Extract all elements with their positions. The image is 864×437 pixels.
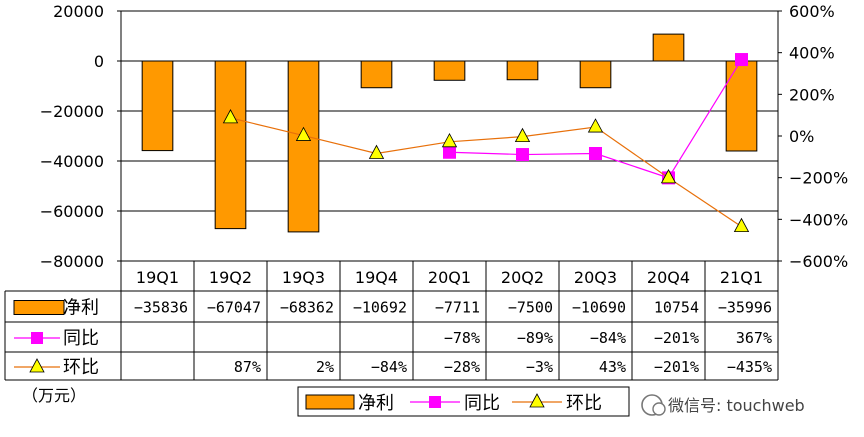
row-header-net-profit: 净利 bbox=[63, 298, 99, 319]
table-cell-net-profit-19q2: −67047 bbox=[207, 299, 261, 317]
bar-19q1 bbox=[141, 60, 174, 152]
table-cell-qoq-20q2: −3% bbox=[526, 358, 553, 376]
bar-series bbox=[141, 33, 758, 233]
table-cell-qoq-19q4: −84% bbox=[371, 358, 407, 376]
left-tick-label-0: 0 bbox=[94, 52, 104, 71]
yoy-point-20q1 bbox=[443, 145, 456, 159]
row-header-yoy: 同比 bbox=[63, 328, 99, 349]
bar-19q3 bbox=[287, 60, 320, 233]
right-tick-label--200: −200% bbox=[789, 169, 848, 188]
table-cell-yoy-20q4: −201% bbox=[654, 329, 699, 347]
x-tick-label-19q2: 19Q2 bbox=[209, 268, 252, 287]
qoq-point-20q4 bbox=[660, 169, 677, 184]
chart-legend: 净利 同比 环比 bbox=[297, 386, 630, 417]
left-axis-tick-labels: 20000 0 −20000 −40000 −60000 −80000 bbox=[40, 2, 121, 271]
bar-20q2 bbox=[506, 60, 539, 81]
bar-21q1 bbox=[725, 60, 758, 152]
legend-label-yoy: 同比 bbox=[464, 393, 500, 414]
x-tick-label-20q2: 20Q2 bbox=[501, 268, 544, 287]
legend-marker-qoq bbox=[529, 393, 545, 408]
right-tick-label-0: 0% bbox=[789, 127, 814, 146]
right-tick-label-600: 600% bbox=[789, 2, 835, 21]
qoq-point-19q3 bbox=[295, 126, 312, 141]
table-cell-qoq-21q1: −435% bbox=[727, 358, 772, 376]
yoy-point-21q1 bbox=[735, 53, 748, 67]
table-cell-qoq-19q2: 87% bbox=[234, 358, 261, 376]
yoy-point-20q3 bbox=[589, 147, 602, 160]
table-cell-qoq-20q4: −201% bbox=[654, 358, 699, 376]
qoq-point-20q1 bbox=[441, 132, 458, 148]
row-key-net-profit bbox=[13, 300, 65, 315]
x-tick-label-20q3: 20Q3 bbox=[574, 268, 617, 287]
left-tick-label-20000: 20000 bbox=[53, 2, 104, 21]
right-tick-label-200: 200% bbox=[789, 85, 835, 104]
bar-20q1 bbox=[433, 60, 466, 81]
legend-key-net-profit bbox=[305, 394, 355, 410]
table-cell-net-profit-19q1: −35836 bbox=[134, 299, 188, 317]
table-cell-net-profit-20q4: 10754 bbox=[654, 299, 699, 317]
watermark-text: 微信号: touchweb bbox=[668, 396, 805, 415]
right-tick-label--600: −600% bbox=[789, 252, 848, 271]
table-cell-qoq-20q1: −28% bbox=[444, 358, 480, 376]
watermark: 微信号: touchweb bbox=[641, 394, 805, 416]
bar-19q4 bbox=[360, 60, 393, 89]
bar-20q3 bbox=[579, 60, 612, 89]
qoq-point-19q4 bbox=[368, 144, 385, 159]
right-tick-label-400: 400% bbox=[789, 44, 835, 63]
row-key-marker-yoy bbox=[31, 332, 43, 344]
x-tick-label-19q3: 19Q3 bbox=[282, 268, 325, 287]
qoq-line bbox=[230, 117, 742, 228]
data-table: 19Q1 19Q2 19Q3 19Q4 20Q1 20Q2 20Q3 20Q4 21Q1 净利 −3… bbox=[4, 260, 779, 381]
table-cell-qoq-20q3: 43% bbox=[599, 358, 626, 376]
right-axis-tick-labels: 600% 400% 200% 0% −200% −400% −600% bbox=[778, 2, 848, 271]
row-key-marker-qoq bbox=[29, 358, 45, 373]
bar-20q4 bbox=[652, 33, 685, 62]
table-cell-yoy-20q1: −78% bbox=[444, 329, 480, 347]
bar-19q2 bbox=[214, 60, 247, 230]
qoq-point-19q2 bbox=[222, 109, 239, 124]
table-cell-yoy-20q2: −89% bbox=[517, 329, 553, 347]
left-tick-label--60000: −60000 bbox=[40, 202, 104, 221]
table-cell-net-profit-20q1: −7711 bbox=[435, 299, 480, 317]
qoq-point-20q3 bbox=[587, 118, 604, 133]
legend-label-net-profit: 净利 bbox=[358, 393, 394, 414]
table-cell-net-profit-19q4: −10692 bbox=[353, 299, 407, 317]
legend-label-qoq: 环比 bbox=[566, 393, 602, 414]
line-series bbox=[222, 53, 750, 233]
x-tick-label-20q1: 20Q1 bbox=[428, 268, 471, 287]
table-cell-net-profit-20q2: −7500 bbox=[508, 299, 553, 317]
left-tick-label--80000: −80000 bbox=[40, 252, 104, 271]
table-cell-net-profit-19q3: −68362 bbox=[280, 299, 334, 317]
table-cell-net-profit-21q1: −35996 bbox=[718, 299, 772, 317]
right-tick-label--400: −400% bbox=[789, 210, 848, 229]
row-header-qoq: 环比 bbox=[63, 357, 99, 378]
legend-marker-yoy bbox=[429, 396, 441, 408]
wechat-logo-icon-inner bbox=[652, 402, 666, 416]
table-cell-net-profit-20q3: −10690 bbox=[572, 299, 626, 317]
x-tick-label-19q1: 19Q1 bbox=[136, 268, 179, 287]
qoq-point-20q2 bbox=[514, 127, 531, 143]
table-cell-qoq-19q3: 2% bbox=[316, 358, 334, 376]
x-tick-label-20q4: 20Q4 bbox=[647, 268, 690, 287]
left-tick-label--20000: −20000 bbox=[40, 102, 104, 121]
unit-label: （万元） bbox=[22, 386, 86, 405]
x-tick-label-19q4: 19Q4 bbox=[355, 268, 398, 287]
x-tick-label-21q1: 21Q1 bbox=[720, 268, 763, 287]
table-cell-yoy-20q3: −84% bbox=[590, 329, 626, 347]
table-cell-yoy-21q1: 367% bbox=[736, 329, 772, 347]
yoy-point-20q2 bbox=[516, 148, 529, 162]
qoq-point-21q1 bbox=[733, 217, 750, 233]
left-tick-label--40000: −40000 bbox=[40, 152, 104, 171]
